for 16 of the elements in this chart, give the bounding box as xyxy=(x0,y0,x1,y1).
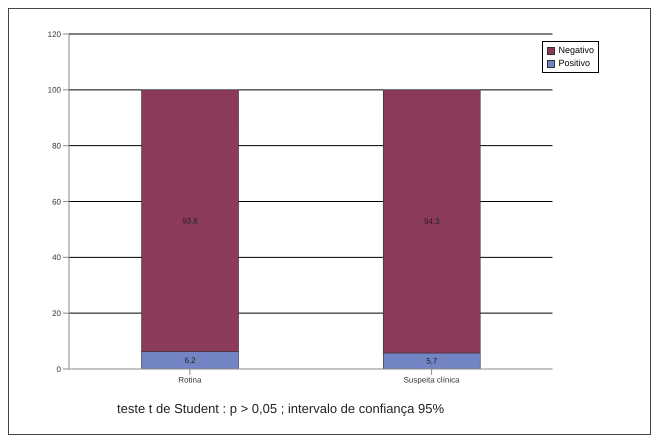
x-tick-label: Suspeita clínica xyxy=(404,376,460,385)
legend-label: Negativo xyxy=(558,44,594,57)
y-tick-label: 100 xyxy=(48,86,62,95)
y-tick-label: 20 xyxy=(52,309,62,318)
y-tick-label: 40 xyxy=(52,253,62,262)
data-label: 93,8 xyxy=(182,216,198,226)
legend-label: Positivo xyxy=(558,57,590,70)
data-label: 5,7 xyxy=(426,356,438,366)
data-label: 94,3 xyxy=(424,216,440,226)
data-label: 6,2 xyxy=(184,356,196,365)
text: teste t de Student : p > 0,05 ; intervalo de confiança 95% xyxy=(117,401,444,416)
y-tick-label: 120 xyxy=(48,30,62,39)
x-tick-label: Rotina xyxy=(178,376,202,385)
y-tick-label: 60 xyxy=(52,197,62,206)
y-tick-label: 0 xyxy=(56,364,62,374)
y-tick-label: 80 xyxy=(52,142,62,151)
